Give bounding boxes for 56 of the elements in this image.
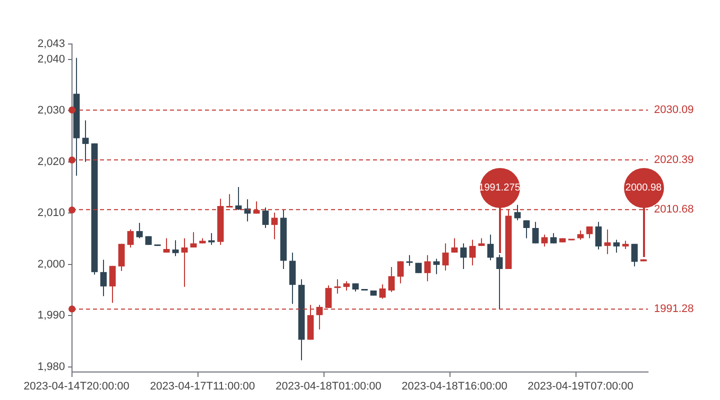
candlestick bbox=[532, 221, 539, 244]
annotation: 2000.98 bbox=[625, 182, 662, 194]
candlestick bbox=[496, 254, 503, 310]
candlestick bbox=[406, 254, 413, 266]
annotation: 1991.275 bbox=[478, 182, 520, 194]
candlestick bbox=[469, 239, 476, 266]
candlestick bbox=[631, 243, 638, 267]
candlestick bbox=[208, 232, 215, 246]
y-tick-label: 1,980 bbox=[37, 360, 65, 373]
candlestick bbox=[487, 234, 494, 261]
candlestick bbox=[82, 120, 89, 162]
candlestick bbox=[136, 222, 143, 239]
candlestick bbox=[271, 212, 278, 240]
x-tick-label: 2023-04-18T16:00:00 bbox=[402, 380, 508, 393]
x-tick-label: 2023-04-18T01:00:00 bbox=[276, 380, 382, 393]
candlestick bbox=[523, 220, 530, 239]
candlestick bbox=[343, 280, 350, 292]
candlestick bbox=[118, 243, 125, 272]
candlestick bbox=[100, 259, 107, 297]
ref-line-label: 2030.09 bbox=[654, 104, 694, 116]
candlestick bbox=[604, 229, 611, 255]
candlestick bbox=[127, 229, 134, 248]
y-tick-label: 2,030 bbox=[37, 104, 65, 117]
candlestick bbox=[379, 284, 386, 300]
candlestick bbox=[334, 278, 341, 294]
y-tick-label: 2,040 bbox=[37, 53, 65, 66]
ref-line-label: 2020.39 bbox=[654, 154, 694, 166]
x-tick-label: 2023-04-19T07:00:00 bbox=[528, 380, 634, 393]
candlestick bbox=[460, 242, 467, 270]
candlestick bbox=[514, 204, 521, 221]
candlestick bbox=[262, 206, 269, 228]
candlestick bbox=[388, 266, 395, 293]
y-tick-label: 2,000 bbox=[37, 258, 65, 270]
y-tick-label: 2,010 bbox=[37, 207, 65, 220]
x-tick-label: 2023-04-14T20:00:00 bbox=[24, 380, 130, 393]
candlestick bbox=[550, 232, 557, 244]
candlestick bbox=[541, 234, 548, 247]
candlestick bbox=[442, 242, 449, 272]
y-tick-label: 2,043 bbox=[37, 38, 65, 50]
candlestick bbox=[613, 239, 620, 254]
ref-line-label: 2010.68 bbox=[654, 204, 694, 216]
candlestick bbox=[433, 258, 440, 275]
candlestick bbox=[172, 240, 179, 257]
candlestick bbox=[163, 238, 170, 254]
candlestick bbox=[424, 254, 431, 282]
candlestick bbox=[190, 232, 197, 248]
candlestick bbox=[109, 265, 116, 304]
ref-line-label: 1991.28 bbox=[654, 303, 694, 316]
candlestick bbox=[595, 221, 602, 250]
y-tick-label: 2,020 bbox=[37, 156, 65, 168]
candlestick bbox=[451, 238, 458, 254]
candlestick bbox=[181, 238, 188, 288]
candlestick bbox=[397, 260, 404, 284]
candlestick bbox=[577, 230, 584, 240]
y-tick-label: 1,990 bbox=[37, 310, 65, 322]
x-tick-label: 2023-04-17T11:00:00 bbox=[150, 380, 255, 393]
